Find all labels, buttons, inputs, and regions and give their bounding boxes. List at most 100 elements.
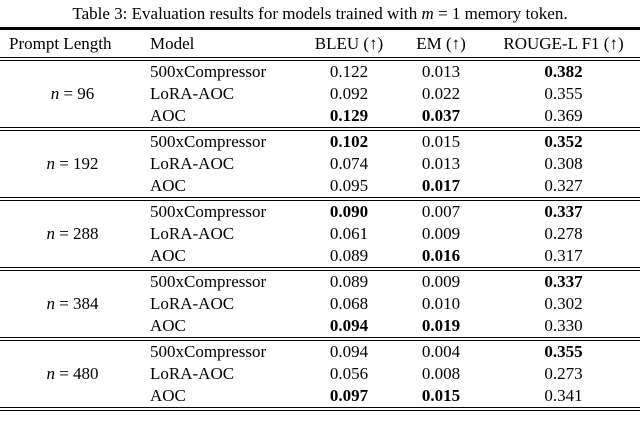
rouge-cell: 0.273 xyxy=(544,364,583,383)
rouge-cell: 0.330 xyxy=(544,316,583,335)
rouge-cell: 0.317 xyxy=(544,246,583,265)
em-cell: 0.007 xyxy=(421,202,461,221)
em-cell: 0.017 xyxy=(421,176,461,195)
header-rouge: ROUGE-L F1 (↑) xyxy=(503,34,624,53)
model-cell: AOC xyxy=(150,386,186,405)
model-cell: LoRA-AOC xyxy=(150,84,235,103)
table-row: LoRA-AOC 0.068 0.010 0.302 xyxy=(0,293,640,315)
em-cell: 0.010 xyxy=(421,294,461,313)
group-n96: n = 96 500xCompressor 0.122 0.013 0.382 … xyxy=(0,59,640,129)
prompt-length-var: n xyxy=(50,84,60,103)
header-bleu: BLEU (↑) xyxy=(314,34,384,53)
em-cell: 0.009 xyxy=(421,224,461,243)
rouge-cell: 0.352 xyxy=(544,132,583,151)
rouge-cell: 0.337 xyxy=(544,272,583,291)
rouge-cell: 0.355 xyxy=(544,84,583,103)
model-cell: 500xCompressor xyxy=(150,132,267,151)
bleu-cell: 0.092 xyxy=(329,84,369,103)
prompt-length-cell: n = 480 xyxy=(0,339,145,409)
rouge-cell: 0.337 xyxy=(544,202,583,221)
bleu-cell: 0.094 xyxy=(329,342,369,361)
table-row: n = 480 500xCompressor 0.094 0.004 0.355 xyxy=(0,339,640,383)
em-cell: 0.009 xyxy=(421,272,461,291)
em-cell: 0.016 xyxy=(421,246,461,265)
rouge-cell: 0.369 xyxy=(544,106,583,125)
bleu-cell: 0.090 xyxy=(329,202,369,221)
em-cell: 0.022 xyxy=(421,84,461,103)
prompt-length-cell: n = 288 xyxy=(0,199,145,269)
header-em: EM (↑) xyxy=(416,34,466,53)
table-row: LoRA-AOC 0.061 0.009 0.278 xyxy=(0,223,640,245)
bleu-cell: 0.056 xyxy=(329,364,369,383)
model-cell: LoRA-AOC xyxy=(150,224,235,243)
prompt-length-value: = 288 xyxy=(54,224,99,243)
rouge-cell: 0.382 xyxy=(544,62,583,81)
table-row: AOC 0.094 0.019 0.330 xyxy=(0,315,640,339)
model-cell: AOC xyxy=(150,176,186,195)
em-cell: 0.019 xyxy=(421,316,461,335)
table-row: AOC 0.097 0.015 0.341 xyxy=(0,385,640,409)
prompt-length-var: n xyxy=(46,294,55,313)
bleu-cell: 0.097 xyxy=(329,386,369,405)
prompt-length-cell: n = 192 xyxy=(0,129,145,199)
em-cell: 0.013 xyxy=(421,62,461,81)
header-model: Model xyxy=(150,34,195,53)
prompt-length-var: n xyxy=(46,364,55,383)
caption-text-2: = 1 memory token. xyxy=(433,4,568,23)
model-cell: LoRA-AOC xyxy=(150,294,235,313)
caption-math-var: m xyxy=(421,4,434,23)
group-n288: n = 288 500xCompressor 0.090 0.007 0.337… xyxy=(0,199,640,269)
caption-text-1: Table 3: Evaluation results for models t… xyxy=(72,4,422,23)
table-row: LoRA-AOC 0.056 0.008 0.273 xyxy=(0,363,640,385)
em-cell: 0.004 xyxy=(421,342,461,361)
bleu-cell: 0.068 xyxy=(329,294,369,313)
bleu-cell: 0.095 xyxy=(329,176,369,195)
model-cell: AOC xyxy=(150,246,186,265)
model-cell: LoRA-AOC xyxy=(150,154,235,173)
bleu-cell: 0.061 xyxy=(329,224,369,243)
prompt-length-var: n xyxy=(46,154,55,173)
group-n480: n = 480 500xCompressor 0.094 0.004 0.355… xyxy=(0,339,640,409)
prompt-length-value: = 96 xyxy=(59,84,95,103)
em-cell: 0.008 xyxy=(421,364,461,383)
rouge-cell: 0.302 xyxy=(544,294,583,313)
rouge-cell: 0.355 xyxy=(544,342,583,361)
group-n384: n = 384 500xCompressor 0.089 0.009 0.337… xyxy=(0,269,640,339)
model-cell: 500xCompressor xyxy=(150,342,267,361)
prompt-length-value: = 384 xyxy=(54,294,99,313)
bleu-cell: 0.089 xyxy=(329,246,369,265)
model-cell: 500xCompressor xyxy=(150,272,267,291)
prompt-length-cell: n = 96 xyxy=(0,59,145,129)
bleu-cell: 0.094 xyxy=(329,316,369,335)
prompt-length-value: = 480 xyxy=(54,364,99,383)
table-row: n = 192 500xCompressor 0.102 0.015 0.352 xyxy=(0,129,640,173)
table-row: AOC 0.095 0.017 0.327 xyxy=(0,175,640,199)
header-prompt-length: Prompt Length xyxy=(9,34,112,53)
bleu-cell: 0.129 xyxy=(329,106,369,125)
table-row: n = 384 500xCompressor 0.089 0.009 0.337 xyxy=(0,269,640,313)
table-row: LoRA-AOC 0.074 0.013 0.308 xyxy=(0,153,640,175)
table-row: n = 288 500xCompressor 0.090 0.007 0.337 xyxy=(0,199,640,243)
rouge-cell: 0.278 xyxy=(544,224,583,243)
table-row: AOC 0.129 0.037 0.369 xyxy=(0,105,640,129)
model-cell: AOC xyxy=(150,106,186,125)
header-row: Prompt Length Model BLEU (↑) EM (↑) ROUG… xyxy=(0,29,640,59)
em-cell: 0.015 xyxy=(421,386,461,405)
group-n192: n = 192 500xCompressor 0.102 0.015 0.352… xyxy=(0,129,640,199)
bleu-cell: 0.089 xyxy=(329,272,369,291)
rouge-cell: 0.341 xyxy=(544,386,583,405)
bleu-cell: 0.074 xyxy=(329,154,369,173)
model-cell: LoRA-AOC xyxy=(150,364,235,383)
prompt-length-var: n xyxy=(46,224,55,243)
model-cell: 500xCompressor xyxy=(150,202,267,221)
prompt-length-value: = 192 xyxy=(54,154,99,173)
table-caption: Table 3: Evaluation results for models t… xyxy=(0,0,640,27)
bleu-cell: 0.102 xyxy=(329,132,369,151)
em-cell: 0.013 xyxy=(421,154,461,173)
table-row: LoRA-AOC 0.092 0.022 0.355 xyxy=(0,83,640,105)
table-header: Prompt Length Model BLEU (↑) EM (↑) ROUG… xyxy=(0,29,640,59)
model-cell: AOC xyxy=(150,316,186,335)
prompt-length-cell: n = 384 xyxy=(0,269,145,339)
rouge-cell: 0.308 xyxy=(544,154,583,173)
table-row: AOC 0.089 0.016 0.317 xyxy=(0,245,640,269)
